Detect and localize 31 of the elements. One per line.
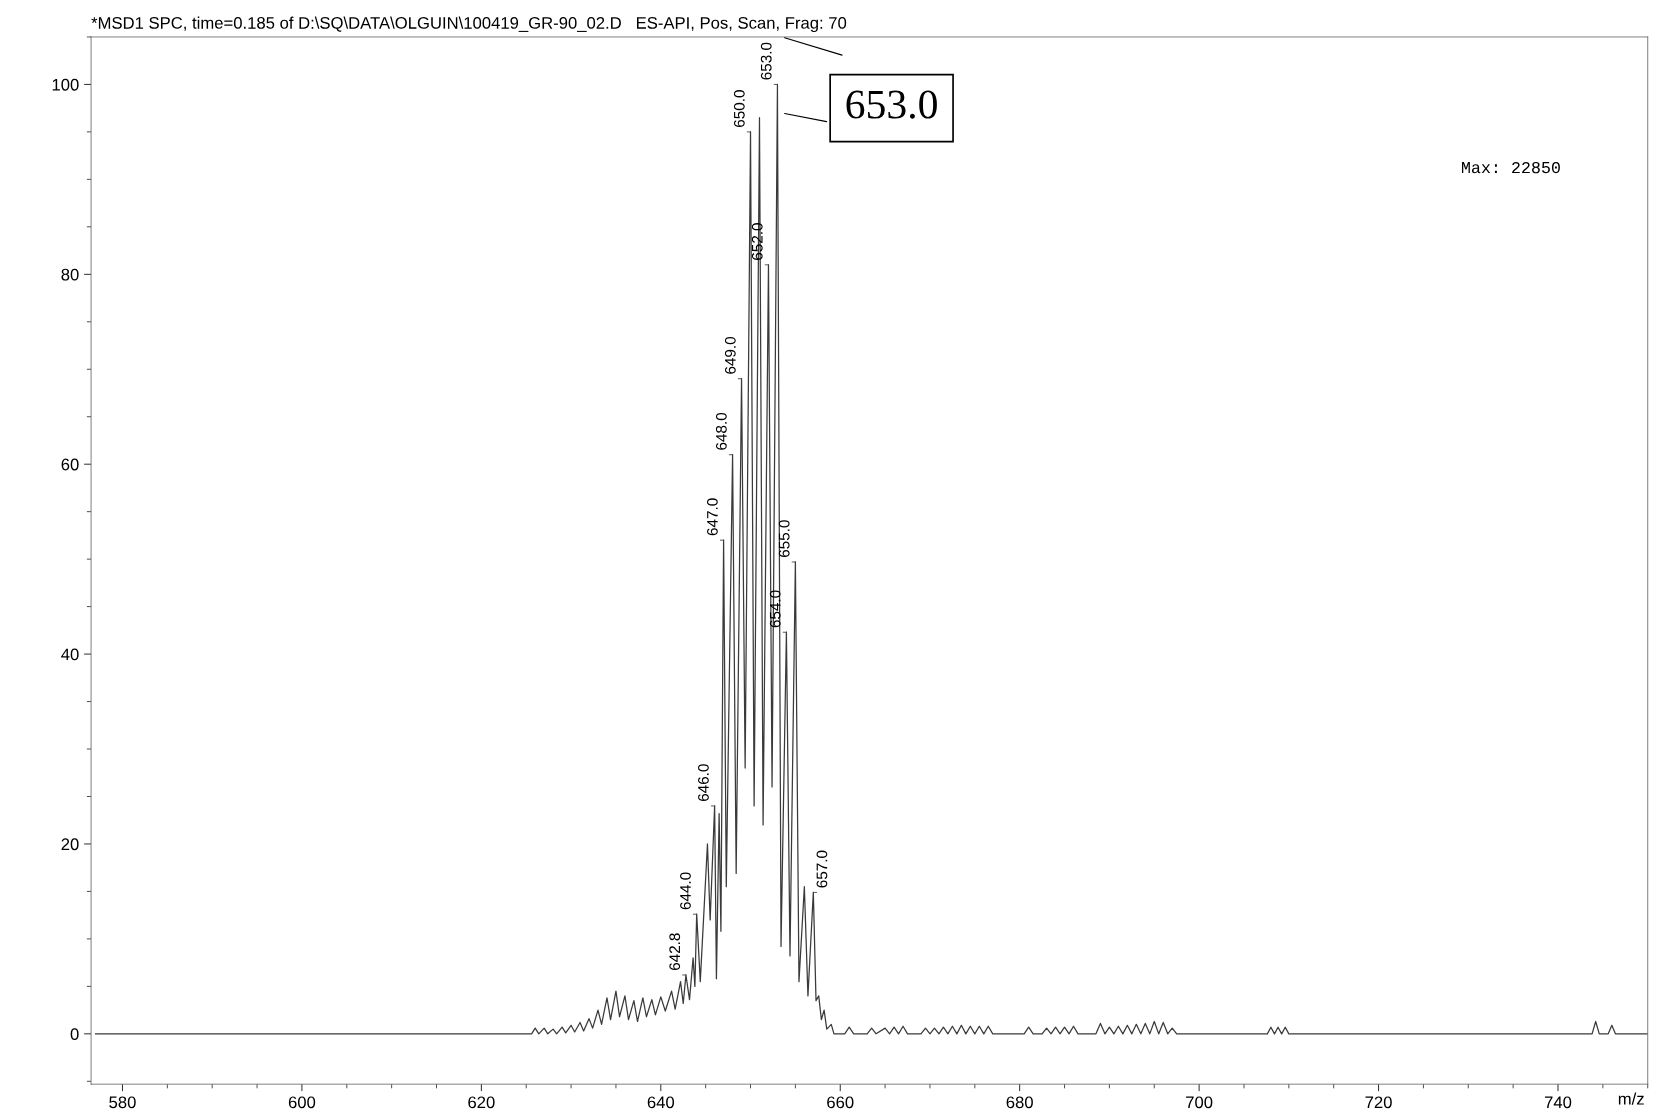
annotation: 650.0 (733, 90, 745, 127)
annotation: 642.8 (669, 933, 681, 971)
x-tick-label: 740 (1544, 1096, 1572, 1109)
annotation: Max: 22850 (1461, 161, 1560, 174)
x-tick-label: 700 (1186, 1096, 1213, 1109)
annotation: 653.0 (760, 42, 772, 80)
x-tick-label: 620 (468, 1096, 495, 1109)
annotation: 644.0 (680, 872, 691, 910)
x-tick-label: 580 (109, 1096, 136, 1109)
y-tick-label: 100 (52, 78, 79, 91)
x-tick-label: 660 (827, 1096, 854, 1109)
x-axis-title: m/z (1618, 1092, 1644, 1105)
y-tick-label: 80 (61, 268, 79, 281)
y-tick-label: 0 (70, 1028, 79, 1041)
y-tick-label: 40 (61, 648, 79, 661)
annotation: 647.0 (706, 498, 718, 536)
annotation: 653.0 (846, 90, 937, 119)
x-tick-label: 600 (288, 1096, 316, 1109)
annotation: 654.0 (769, 590, 781, 628)
y-tick-label: 60 (61, 458, 79, 471)
annotation: 657.0 (816, 850, 828, 888)
annotation: 649.0 (724, 336, 736, 374)
annotation: 652.0 (751, 223, 763, 260)
annotation: 648.0 (715, 412, 727, 450)
x-tick-label: 640 (647, 1096, 675, 1109)
x-tick-label: 720 (1365, 1096, 1392, 1109)
x-tick-label: 680 (1006, 1096, 1033, 1109)
annotation: 655.0 (778, 520, 790, 558)
chart-title: *MSD1 SPC, time=0.185 of D:\SQ\DATA\OLGUIN\100419_GR-90_02.D ES-API, Pos, Scan, Frag: 70 (91, 16, 847, 33)
annotation: 646.0 (698, 764, 709, 802)
y-tick-label: 20 (61, 838, 79, 851)
